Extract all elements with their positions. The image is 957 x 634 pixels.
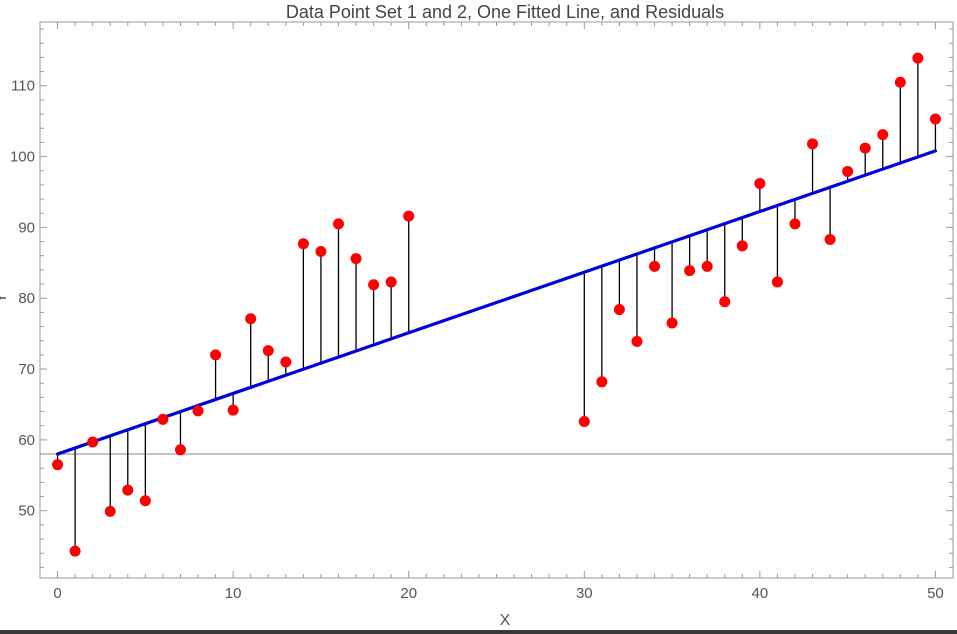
data-point-set-1: [368, 279, 380, 291]
data-point-set-1: [332, 218, 344, 230]
x-tick-label: 40: [752, 585, 769, 602]
data-point-set-2: [613, 304, 625, 316]
data-point-set-1: [280, 356, 292, 368]
data-point-set-2: [701, 260, 713, 272]
ticks-layer: 0 10 20 30 40 50 50 60 70 80 90 100 110: [10, 22, 954, 602]
data-point-set-1: [210, 349, 222, 361]
plot-frame-layer: [39, 21, 954, 579]
y-tick-label: 100: [10, 149, 35, 166]
data-point-set-2: [684, 265, 696, 277]
data-point-set-1: [403, 210, 415, 222]
points-layer: [52, 52, 941, 557]
data-point-set-1: [245, 313, 257, 325]
data-point-set-2: [859, 142, 871, 154]
x-tick-label: 10: [225, 585, 242, 602]
data-point-set-2: [771, 276, 783, 288]
data-point-set-2: [894, 76, 906, 88]
y-axis-title: Y: [0, 292, 10, 303]
data-point-set-1: [350, 253, 362, 265]
data-point-set-1: [297, 238, 309, 250]
data-point-set-1: [122, 484, 134, 496]
data-point-set-1: [69, 545, 81, 557]
data-point-set-1: [52, 459, 64, 471]
window-bottom-edge: [0, 630, 957, 634]
data-point-set-2: [596, 376, 608, 388]
x-tick-label: 0: [53, 585, 61, 602]
data-point-set-1: [227, 404, 239, 416]
chart-title: Data Point Set 1 and 2, One Fitted Line,…: [286, 2, 724, 22]
x-tick-label: 30: [576, 585, 593, 602]
data-point-set-1: [262, 345, 274, 357]
y-tick-label: 50: [18, 503, 35, 520]
fitted-line: [55, 149, 938, 456]
data-point-set-2: [754, 177, 766, 189]
data-point-set-2: [807, 138, 819, 150]
data-point-set-1: [87, 436, 99, 448]
data-point-set-2: [649, 260, 661, 272]
x-tick-label: 20: [400, 585, 417, 602]
y-tick-label: 60: [18, 432, 35, 449]
plot-frame: [39, 21, 954, 579]
data-point-set-1: [315, 245, 327, 257]
data-point-set-1: [192, 405, 204, 417]
y-tick-label: 110: [11, 78, 35, 95]
y-tick-label: 80: [18, 290, 35, 307]
data-point-set-1: [174, 444, 186, 456]
data-point-set-2: [877, 129, 889, 141]
data-point-set-2: [736, 240, 748, 252]
data-point-set-1: [139, 495, 151, 507]
x-tick-label: 50: [927, 585, 944, 602]
data-point-set-2: [912, 52, 924, 64]
data-point-set-2: [824, 233, 836, 245]
y-tick-label: 90: [18, 219, 35, 236]
data-point-set-2: [789, 218, 801, 230]
data-point-set-2: [666, 317, 678, 329]
data-point-set-1: [157, 413, 169, 425]
data-point-set-1: [104, 505, 116, 517]
data-point-set-2: [631, 335, 643, 347]
residuals-layer: [56, 58, 937, 552]
data-point-set-2: [842, 165, 854, 177]
fitted-line-layer: [55, 149, 938, 456]
y-tick-label: 70: [18, 361, 35, 378]
data-point-set-2: [719, 296, 731, 308]
data-point-set-2: [929, 113, 941, 125]
data-point-set-2: [578, 415, 590, 427]
x-axis-title: X: [500, 612, 511, 629]
data-point-set-1: [385, 276, 397, 288]
